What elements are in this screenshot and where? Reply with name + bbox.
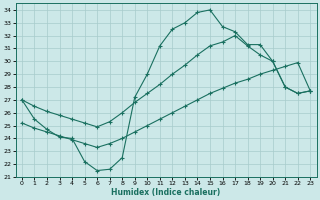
X-axis label: Humidex (Indice chaleur): Humidex (Indice chaleur) bbox=[111, 188, 221, 197]
